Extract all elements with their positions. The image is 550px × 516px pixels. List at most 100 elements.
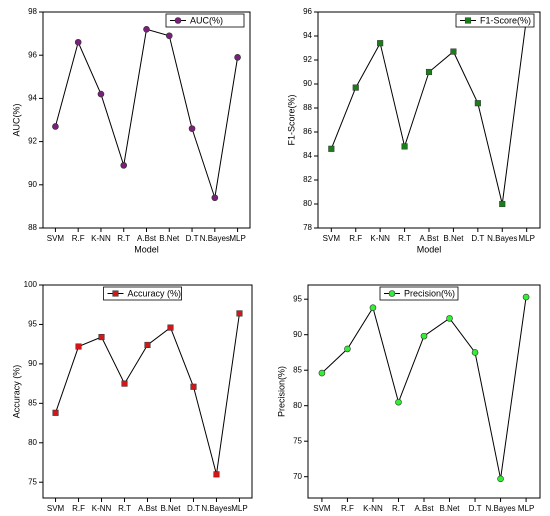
- y-tick-label: 95: [28, 320, 37, 329]
- x-tick-label: B.Net: [440, 504, 461, 513]
- y-tick-label: 98: [28, 7, 37, 16]
- x-tick-label: MLP: [518, 234, 534, 243]
- marker: [120, 162, 128, 169]
- x-tick-label: N.Bayes: [485, 504, 515, 513]
- y-tick-label: 100: [24, 280, 38, 289]
- y-tick-label: 94: [28, 94, 37, 103]
- y-tick-label: 90: [28, 359, 37, 368]
- marker: [74, 38, 82, 46]
- plot-frame: [307, 284, 541, 499]
- x-tick-label: A.Bst: [414, 504, 434, 513]
- x-tick-label: R.F: [341, 504, 354, 513]
- marker: [369, 304, 377, 312]
- y-tick-label: 92: [303, 55, 312, 64]
- marker: [190, 383, 197, 390]
- x-tick-label: D.T: [471, 234, 484, 243]
- legend-box: [103, 286, 182, 301]
- x-tick-label: K-NN: [363, 504, 383, 513]
- marker: [112, 290, 119, 297]
- x-axis-label: Model: [134, 244, 159, 254]
- legend-label: AUC(%): [190, 15, 223, 25]
- x-tick-label: MLP: [229, 234, 245, 243]
- x-tick-label: A.Bst: [137, 234, 157, 243]
- marker: [401, 143, 408, 150]
- series-line: [55, 313, 240, 475]
- x-tick-label: N.Bayes: [487, 234, 517, 243]
- x-axis-label: Model: [412, 514, 437, 516]
- chart-panel: 70 75 80 85 90 95 SVM R.F K-NN R.T A.Bst B.Net D.T N.…: [276, 284, 541, 516]
- x-tick-label: MLP: [518, 504, 534, 513]
- marker: [144, 341, 151, 349]
- y-tick-label: 85: [293, 365, 302, 374]
- y-tick-label: 96: [28, 50, 37, 59]
- y-tick-label: 96: [303, 7, 312, 16]
- marker: [420, 332, 428, 340]
- marker: [474, 100, 481, 107]
- x-tick-label: R.T: [398, 234, 411, 243]
- x-tick-label: D.T: [187, 504, 200, 513]
- y-tick-label: 90: [303, 79, 312, 88]
- marker: [497, 475, 504, 483]
- y-tick-label: 95: [293, 294, 302, 303]
- marker: [328, 145, 335, 152]
- y-tick-label: 70: [293, 472, 302, 481]
- plot-frame: [42, 11, 251, 229]
- marker: [174, 17, 182, 24]
- y-tick-label: 94: [303, 31, 312, 40]
- plot-frame: [42, 284, 253, 499]
- y-tick-label: 82: [303, 175, 312, 184]
- series-line: [54, 28, 239, 198]
- x-tick-label: R.F: [72, 504, 85, 513]
- plot-frame: [317, 11, 541, 229]
- legend-box: [165, 13, 245, 28]
- marker: [425, 68, 433, 76]
- marker: [167, 324, 174, 331]
- marker: [471, 349, 479, 356]
- y-axis-label: Precision(%): [276, 366, 286, 417]
- y-tick-label: 84: [303, 151, 312, 160]
- marker: [377, 40, 384, 47]
- x-tick-label: D.T: [469, 504, 482, 513]
- x-tick-label: R.T: [118, 504, 131, 513]
- marker: [165, 32, 173, 40]
- x-tick-label: A.Bst: [419, 234, 439, 243]
- legend-label: Precision(%): [404, 288, 455, 298]
- y-tick-label: 80: [28, 438, 37, 447]
- series-line: [321, 297, 527, 479]
- x-tick-label: R.T: [117, 234, 130, 243]
- marker: [234, 54, 241, 61]
- marker: [97, 90, 105, 98]
- marker: [388, 290, 396, 297]
- marker: [450, 48, 457, 55]
- y-tick-label: 90: [293, 330, 302, 339]
- y-axis-label: Accuracy (%): [11, 365, 21, 419]
- x-tick-label: MLP: [231, 504, 247, 513]
- legend-box: [455, 13, 535, 28]
- y-tick-label: 85: [28, 398, 37, 407]
- x-tick-label: K-NN: [370, 234, 390, 243]
- legend-label: Accuracy (%): [128, 288, 182, 298]
- marker: [395, 398, 402, 406]
- x-tick-label: R.F: [349, 234, 362, 243]
- chart-panel: 88 90 92 94 96 98 SVM R.F K-NN R.T A.Bst B.Net D.T N.…: [11, 7, 251, 254]
- x-tick-label: SVM: [47, 234, 65, 243]
- marker: [211, 194, 219, 202]
- x-tick-label: SVM: [323, 234, 341, 243]
- y-tick-label: 88: [28, 223, 37, 232]
- y-tick-label: 88: [303, 103, 312, 112]
- legend-label: F1-Score(%): [480, 15, 531, 25]
- marker: [236, 310, 243, 317]
- marker: [446, 315, 453, 322]
- y-tick-label: 80: [293, 401, 302, 410]
- x-tick-label: R.T: [392, 504, 405, 513]
- legend-box: [379, 286, 459, 301]
- x-tick-label: B.Net: [159, 234, 180, 243]
- x-tick-label: B.Net: [443, 234, 464, 243]
- x-tick-label: N.Bayes: [200, 234, 230, 243]
- x-tick-label: SVM: [313, 504, 331, 513]
- marker: [52, 123, 59, 130]
- x-tick-label: D.T: [186, 234, 199, 243]
- x-tick-label: N.Bayes: [201, 504, 231, 513]
- y-tick-label: 86: [303, 127, 312, 136]
